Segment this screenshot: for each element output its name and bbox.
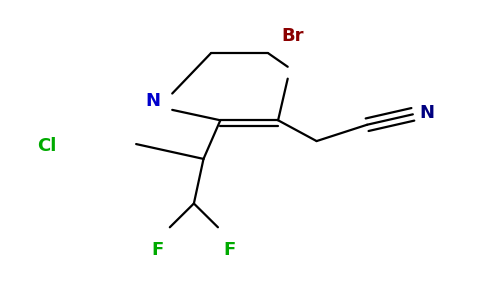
Text: N: N <box>420 104 435 122</box>
Text: F: F <box>151 241 164 259</box>
Text: Cl: Cl <box>37 136 57 154</box>
Text: Br: Br <box>281 27 304 45</box>
Text: F: F <box>224 241 236 259</box>
Text: N: N <box>146 92 161 110</box>
